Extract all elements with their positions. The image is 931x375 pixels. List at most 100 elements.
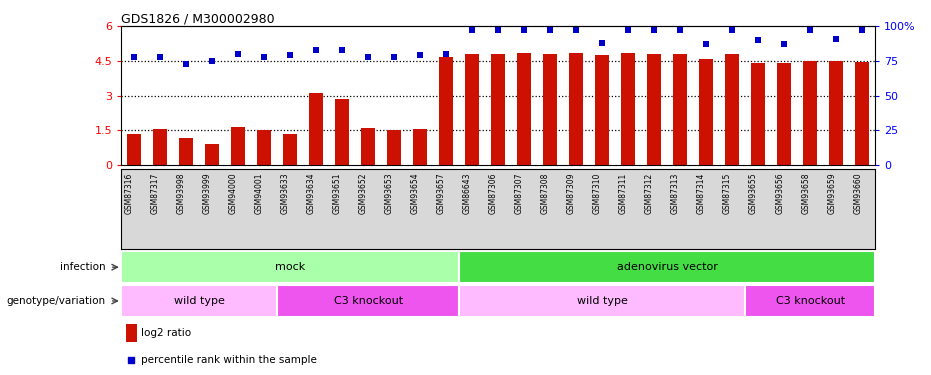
Bar [121,251,459,283]
Point [257,54,272,60]
Text: GSM94000: GSM94000 [229,173,238,214]
Point [750,37,765,43]
Text: C3 knockout: C3 knockout [776,296,844,306]
Bar [699,58,713,165]
Point [724,27,739,33]
Bar [231,127,245,165]
Point [334,47,349,53]
Bar [829,61,843,165]
Text: GSM93658: GSM93658 [802,173,810,214]
Bar [413,129,427,165]
Text: GSM93659: GSM93659 [827,173,836,214]
Point [153,54,168,60]
Point [647,27,662,33]
Text: percentile rank within the sample: percentile rank within the sample [141,355,317,365]
Bar [745,285,875,317]
Text: wild type: wild type [576,296,627,306]
Point [698,41,713,47]
Text: C3 knockout: C3 knockout [333,296,402,306]
Text: adenovirus vector: adenovirus vector [616,262,718,272]
Point [231,51,246,57]
Text: GSM93651: GSM93651 [333,173,342,214]
Text: mock: mock [275,262,305,272]
Point [491,27,506,33]
Point [283,53,298,58]
Text: GSM87306: GSM87306 [489,173,498,214]
Point [465,27,479,33]
Text: genotype/variation: genotype/variation [7,296,106,306]
Text: GSM87316: GSM87316 [125,173,134,214]
Bar [803,61,817,165]
Text: GDS1826 / M300002980: GDS1826 / M300002980 [121,12,275,25]
Point [855,27,870,33]
Text: wild type: wild type [173,296,224,306]
Point [386,54,401,60]
Text: GSM87308: GSM87308 [541,173,550,214]
Text: GSM93656: GSM93656 [776,173,784,214]
Text: GSM87307: GSM87307 [515,173,524,214]
Point [673,27,688,33]
Bar [257,130,271,165]
Text: GSM93999: GSM93999 [203,173,212,214]
Text: GSM87310: GSM87310 [593,173,602,214]
Bar [126,324,137,342]
Bar [855,62,870,165]
Point [360,54,375,60]
Text: GSM87317: GSM87317 [151,173,160,214]
Point [543,27,558,33]
Text: GSM86643: GSM86643 [463,173,472,214]
Bar [543,54,558,165]
Bar [179,138,194,165]
Text: GSM93660: GSM93660 [853,173,862,214]
Bar [777,63,791,165]
Bar [277,285,459,317]
Bar [387,130,401,165]
Bar [459,285,745,317]
Bar [491,54,506,165]
Text: GSM94001: GSM94001 [255,173,264,214]
Point [803,27,817,33]
Text: GSM87312: GSM87312 [645,173,654,214]
Text: GSM93657: GSM93657 [437,173,446,214]
Text: GSM93655: GSM93655 [749,173,758,214]
Text: infection: infection [61,262,106,272]
Point [127,54,142,60]
Bar [335,99,349,165]
Bar [569,53,583,165]
Point [412,53,427,58]
Bar [517,53,532,165]
Bar [459,251,875,283]
Text: GSM93654: GSM93654 [412,173,420,214]
Point [776,41,791,47]
Text: GSM87309: GSM87309 [567,173,576,214]
Point [439,51,453,57]
Point [179,61,194,67]
Bar [127,134,142,165]
Point [595,40,610,46]
Text: GSM93998: GSM93998 [177,173,186,214]
Point [517,27,532,33]
Text: GSM93633: GSM93633 [281,173,290,214]
Bar [361,128,375,165]
Bar [205,144,219,165]
Bar [595,55,609,165]
Bar [673,54,687,165]
Text: GSM93653: GSM93653 [385,173,394,214]
Bar [647,54,661,165]
Bar [153,129,168,165]
Bar [751,63,765,165]
Point [205,58,220,64]
Text: GSM93652: GSM93652 [359,173,368,214]
Text: GSM87315: GSM87315 [723,173,732,214]
Text: GSM87314: GSM87314 [697,173,706,214]
Text: GSM87311: GSM87311 [619,173,628,214]
Point [308,47,323,53]
Point [621,27,636,33]
Text: GSM93634: GSM93634 [307,173,316,214]
Bar [121,285,277,317]
Point [569,27,584,33]
Text: log2 ratio: log2 ratio [141,328,191,339]
Text: GSM87313: GSM87313 [671,173,681,214]
Point [829,36,843,42]
Bar [465,54,479,165]
